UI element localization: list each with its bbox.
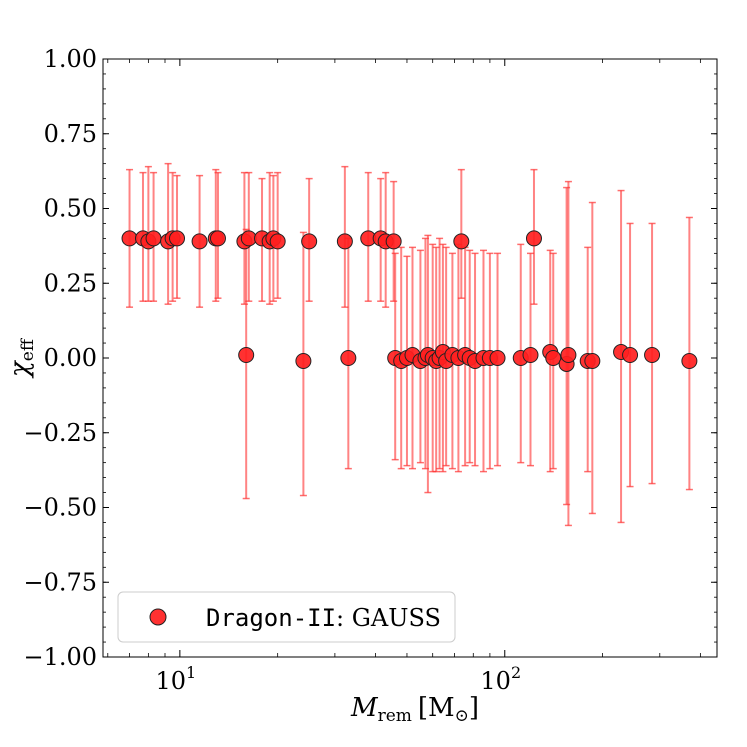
data-point (145, 230, 162, 247)
data-point (121, 230, 138, 247)
x-axis-label-unit-symbol: ⊙ (455, 706, 469, 726)
tick-layer: 1.00 0.75 0.50 0.25 0.00 −0.25 −0.50 −0.75 −1.00… (23, 45, 717, 695)
errorbar-layer (126, 162, 693, 527)
data-point (295, 352, 312, 369)
x-tick-label: 102 (480, 663, 521, 695)
data-point (545, 350, 562, 366)
x-axis-label-close: ] (469, 693, 479, 723)
data-point (681, 352, 698, 369)
data-point (238, 347, 255, 364)
y-tick-label: 1.00 (44, 45, 97, 73)
y-tick-label: 0.00 (44, 344, 97, 372)
legend-marker (149, 608, 167, 626)
x-tick-label-base: 10 (480, 667, 511, 695)
x-tick-label-exponent: 2 (511, 663, 521, 682)
data-point (644, 347, 661, 364)
data-point (560, 347, 577, 364)
y-tick-label: 0.75 (44, 120, 97, 148)
data-point (584, 352, 601, 369)
data-point (622, 347, 639, 364)
data-point (453, 233, 470, 250)
y-tick-label: 0.25 (44, 269, 97, 297)
data-point (336, 233, 353, 250)
data-point (209, 230, 226, 247)
data-point (489, 350, 506, 366)
legend-label-rest: : GAUSS (336, 604, 441, 632)
x-axis-label-unit: [M (418, 693, 455, 723)
legend-box (117, 591, 456, 643)
data-point (385, 233, 402, 250)
legend-label-mono: Dragon-II (206, 604, 336, 632)
y-tick-label: 0.50 (44, 195, 97, 223)
x-tick-label-base: 10 (155, 667, 186, 695)
x-tick-label: 101 (155, 663, 196, 695)
y-axis-label: χeff (5, 337, 38, 379)
data-point (525, 230, 542, 247)
x-axis-label-main: M (350, 693, 379, 723)
y-tick-label: −0.50 (23, 494, 97, 522)
x-tick-label-exponent: 1 (186, 663, 196, 682)
y-tick-label: −0.25 (23, 419, 97, 447)
data-point (301, 233, 318, 250)
x-axis-label-sub: rem (378, 706, 412, 726)
y-tick-label: −0.75 (23, 568, 97, 596)
data-point (522, 347, 539, 364)
y-tick-label: −1.00 (23, 643, 97, 671)
y-axis-label-sub: eff (18, 337, 38, 361)
y-axis-label-main: χ (5, 359, 35, 379)
data-point (340, 350, 357, 366)
data-point (169, 230, 186, 247)
legend: Dragon-II: GAUSS (117, 591, 456, 643)
x-axis-label: Mrem [M⊙] (350, 693, 479, 726)
data-point (191, 233, 208, 250)
data-point-layer (121, 230, 698, 372)
legend-label: Dragon-II: GAUSS (206, 604, 441, 632)
data-point (269, 233, 286, 250)
